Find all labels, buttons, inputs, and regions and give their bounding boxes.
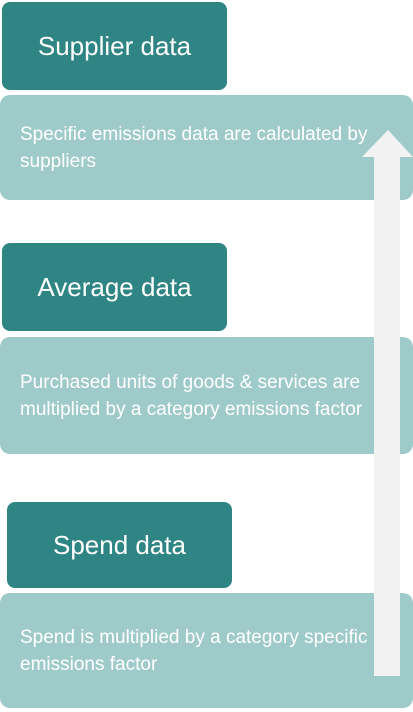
title: Supplier data	[37, 31, 192, 61]
up-arrow	[362, 130, 413, 676]
title: Spend data	[52, 530, 186, 560]
level-header: Supplier data	[2, 2, 227, 90]
description-box: Spend is multiplied by a category specif…	[0, 593, 413, 708]
title: Average data	[37, 272, 192, 302]
description: Spend is multiplied by a category specif…	[20, 626, 368, 675]
level-header: Spend data	[7, 502, 232, 588]
description-box: Specific emissions data are calculated b…	[0, 95, 413, 200]
description: Purchased units of goods & services are …	[20, 371, 363, 420]
level-header: Average data	[2, 243, 227, 331]
description: Specific emissions data are calculated b…	[20, 123, 368, 172]
description-box: Purchased units of goods & services are …	[0, 337, 413, 454]
